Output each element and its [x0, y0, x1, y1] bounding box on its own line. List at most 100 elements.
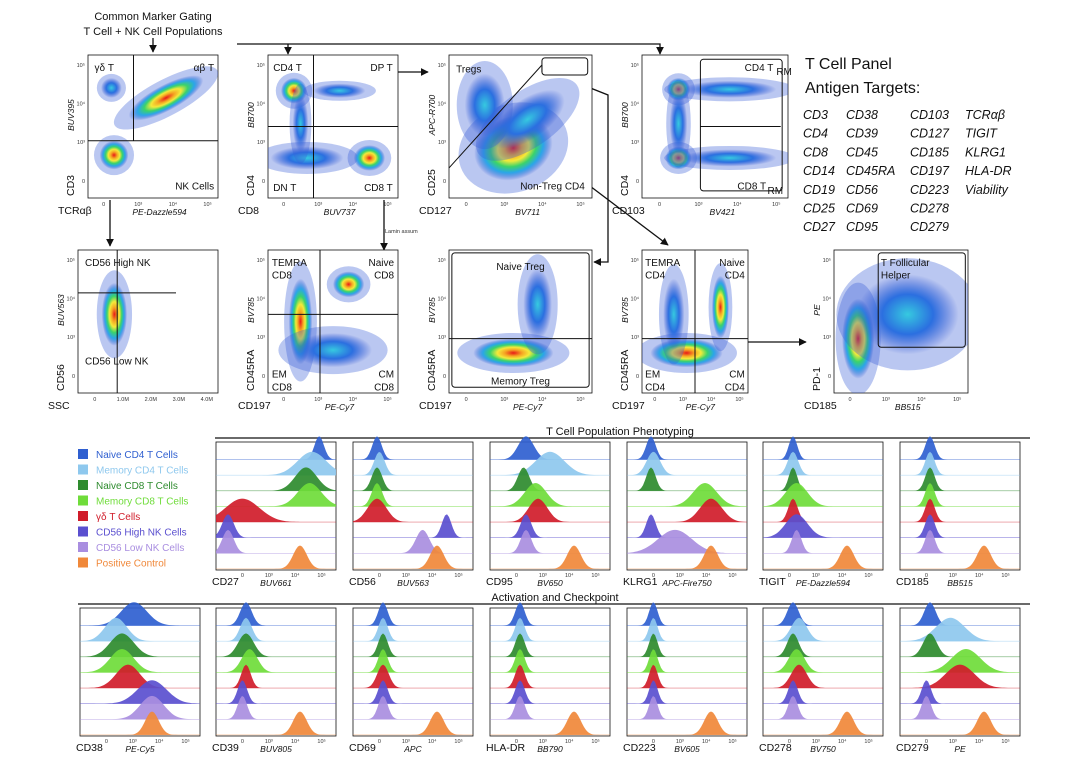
- section2-title: Activation and Checkpoint: [491, 592, 618, 604]
- hist-marker: CD95: [486, 576, 513, 588]
- x-tick: 10³: [539, 573, 547, 579]
- histogram-panel-tigit: 0 10³ 10⁴ 10⁵ TIGIT PE-Dazzle594: [759, 436, 884, 588]
- gate-label: CD4: [645, 271, 665, 282]
- antigen-target: CD39: [846, 127, 878, 141]
- histogram-curve: [900, 602, 1020, 626]
- hist-marker: CD185: [896, 576, 929, 588]
- x-tick: 10³: [679, 397, 687, 403]
- y-axis-marker: CD4: [245, 175, 257, 196]
- section-headers: T Cell Population Phenotyping Activation…: [78, 426, 1030, 605]
- histogram-curve: [490, 514, 610, 538]
- x-tick: 10³: [676, 739, 684, 745]
- y-axis-marker: CD3: [65, 175, 77, 196]
- x-tick: 10⁵: [728, 572, 736, 579]
- histogram-curve: [216, 711, 336, 735]
- antigen-target: CD223: [910, 183, 949, 197]
- histogram-curve: [216, 680, 336, 704]
- plot-frame: [448, 249, 593, 394]
- gate-label: EM: [645, 369, 660, 380]
- antigen-title2: Antigen Targets:: [805, 80, 920, 97]
- x-tick: 0: [658, 202, 661, 208]
- histogram-curve: [490, 695, 610, 720]
- hist-marker: CD38: [76, 742, 103, 754]
- x-tick: 10⁴: [702, 738, 711, 745]
- x-tick: 0: [241, 573, 244, 579]
- x-tick: 10³: [265, 573, 273, 579]
- antigen-target: TCRαβ: [965, 108, 1005, 122]
- histogram-curve: [80, 680, 200, 704]
- antigen-columns: CD3 CD4 CD8 CD14 CD19 CD25 CD27 CD38 CD39 CD45 CD4…: [803, 108, 1012, 234]
- x-tick: 10³: [949, 739, 957, 745]
- legend-label: CD56 Low NK Cells: [96, 543, 184, 554]
- gate-label: CD8 T: [364, 183, 393, 194]
- x-tick: 10³: [134, 202, 142, 208]
- x-tick: 10³: [314, 397, 322, 403]
- gate-label: T Follicular: [881, 258, 930, 269]
- section1-title: T Cell Population Phenotyping: [546, 426, 694, 438]
- gate-label: CD4 T: [745, 63, 774, 74]
- gate-rect: [451, 252, 590, 388]
- legend: Naive CD4 T Cells Memory CD4 T Cells Naive…: [78, 449, 188, 570]
- hist-fluor: APC: [403, 744, 422, 754]
- x-tick: 10⁵: [864, 572, 872, 579]
- legend-label: Naive CD8 T Cells: [96, 481, 178, 492]
- hist-marker: CD278: [759, 742, 792, 754]
- density-blobs: [642, 263, 737, 373]
- x-tick: 10⁵: [728, 738, 736, 745]
- y-tick: 0: [72, 374, 75, 380]
- density-core: [353, 145, 385, 171]
- hist-fluor: BUV661: [260, 578, 292, 588]
- histogram-curve: [627, 436, 747, 460]
- y-axis-fluor: BV785: [427, 297, 437, 323]
- density-blobs: [93, 66, 218, 176]
- histogram-curve: [900, 711, 1020, 735]
- histogram-curve: [216, 664, 336, 689]
- x-axis-marker: CD127: [419, 205, 452, 217]
- y-tick: 10⁵: [823, 257, 831, 264]
- antigen-target: CD278: [910, 202, 949, 216]
- y-tick: 10⁴: [257, 101, 266, 108]
- x-tick: 0: [105, 739, 108, 745]
- antigen-panel: T Cell Panel Antigen Targets: CD3CD4CD8C…: [803, 56, 1012, 234]
- x-tick: 10⁴: [349, 396, 358, 403]
- x-tick: 10⁴: [975, 572, 984, 579]
- histogram-curve: [900, 695, 1020, 720]
- histogram-panel-cd279: 0 10³ 10⁴ 10⁵ CD279 PE: [896, 602, 1021, 754]
- hist-marker: CD27: [212, 576, 239, 588]
- legend-swatch: [78, 526, 88, 537]
- density-core: [128, 75, 204, 121]
- histogram-curve: [627, 617, 747, 642]
- antigen-target: CD127: [910, 127, 950, 141]
- y-tick: 10³: [631, 140, 639, 146]
- histogram-curve: [216, 633, 336, 657]
- histogram-curve: [353, 514, 473, 538]
- x-tick: 0: [465, 397, 468, 403]
- density-core: [682, 80, 777, 98]
- histogram-curve: [763, 529, 883, 554]
- histogram-curve: [490, 467, 610, 491]
- histogram-curve: [353, 467, 473, 491]
- x-tick: 1.0M: [117, 397, 130, 403]
- y-axis-marker: CD4: [619, 175, 631, 196]
- x-tick: 0: [378, 573, 381, 579]
- arrow-to-p4: [237, 43, 664, 55]
- density-core: [856, 274, 959, 355]
- x-tick: 0: [102, 202, 105, 208]
- antigen-target: CD197: [910, 164, 950, 178]
- gate-label: EM: [272, 369, 287, 380]
- hist-fluor: BB790: [537, 744, 563, 754]
- x-tick: 0: [652, 573, 655, 579]
- histogram-curve: [353, 483, 473, 507]
- y-axis-fluor: APC-R700: [427, 94, 437, 136]
- hist-marker: CD279: [896, 742, 929, 754]
- y-tick: 10³: [257, 335, 265, 341]
- y-tick: 0: [262, 374, 265, 380]
- x-tick: 10⁵: [864, 738, 872, 745]
- y-tick: 0: [828, 374, 831, 380]
- x-tick: 10⁴: [291, 572, 300, 579]
- y-axis-marker: CD56: [55, 364, 67, 391]
- histogram-curve: [763, 649, 883, 673]
- gate-label: CD4: [645, 382, 665, 393]
- x-axis-marker: CD197: [612, 400, 645, 412]
- y-tick: 10³: [438, 140, 446, 146]
